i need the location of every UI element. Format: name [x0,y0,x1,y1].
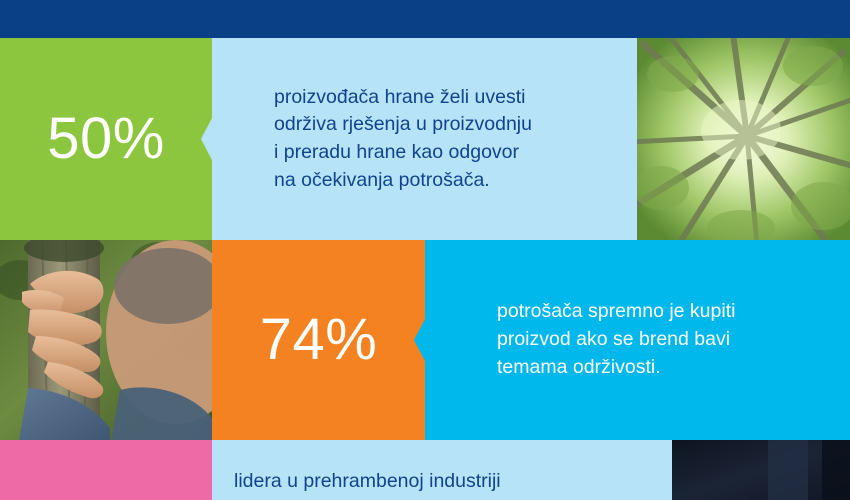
stat-panel-74: 74% [212,240,425,440]
hand-on-tree-photo [0,240,212,440]
stat-row-1: 50% proizvođača hrane želi uvesti održiv… [0,38,850,240]
forest-canopy-photo [637,38,850,240]
stat-row-2: 74% potrošača spremno je kupiti proizvod… [0,240,850,440]
text-panel-row-3: lidera u prehrambenoj industriji [212,440,672,500]
stat-description-2: potrošača spremno je kupiti proizvod ako… [497,300,736,378]
stat-value-74: 74% [259,307,378,372]
stat-value-50: 50% [47,106,165,171]
text-panel-row-2: potrošača spremno je kupiti proizvod ako… [425,240,850,440]
dark-interior-photo [672,440,850,500]
stat-panel-row-3 [0,440,212,500]
stat-panel-50: 50% [0,38,212,240]
stat-description-3: lidera u prehrambenoj industriji [234,470,501,493]
text-panel-row-1: proizvođača hrane želi uvesti održiva rj… [212,38,637,240]
chevron-notch-icon [414,319,425,361]
stat-row-3: lidera u prehrambenoj industriji [0,440,850,500]
chevron-notch-icon [201,118,212,160]
header-bar [0,0,850,38]
stat-description-1: proizvođača hrane želi uvesti održiva rj… [274,85,532,191]
